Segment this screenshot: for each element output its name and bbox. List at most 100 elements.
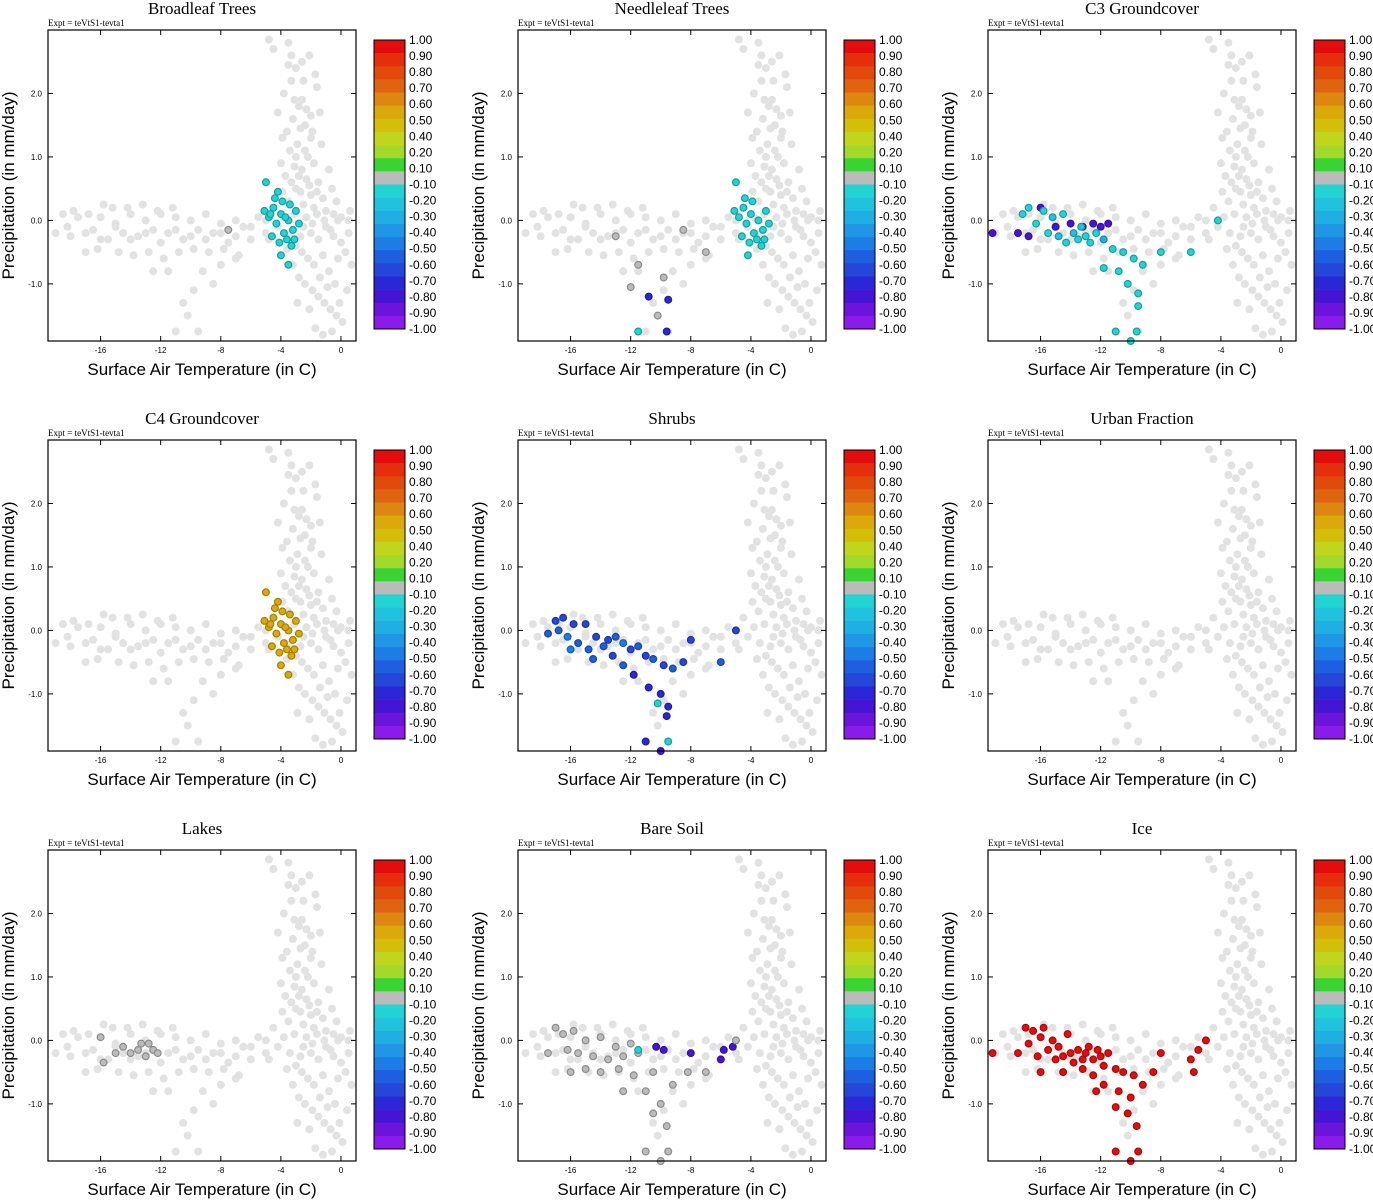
data-point [119, 1042, 128, 1051]
background-point [1009, 1026, 1018, 1035]
background-point [164, 229, 173, 238]
background-point [752, 537, 761, 546]
background-point [347, 1080, 356, 1089]
data-point [1114, 1087, 1123, 1096]
background-point [686, 629, 695, 638]
colorbar-segment [374, 699, 405, 714]
background-point [574, 1055, 583, 1064]
background-point [1209, 865, 1218, 873]
background-point [1283, 696, 1291, 705]
background-point [743, 928, 752, 937]
background-point [288, 524, 297, 533]
colorbar-segment [1314, 873, 1345, 887]
background-point [328, 594, 336, 603]
data-point [569, 1026, 578, 1035]
background-point [811, 248, 820, 257]
colorbar-label: -0.80 [409, 700, 437, 714]
colorbar-segment [844, 118, 875, 133]
background-point [278, 133, 287, 142]
background-point [1201, 1049, 1210, 1058]
x-tick-label: -16 [95, 756, 107, 765]
background-point [775, 51, 784, 60]
background-point [761, 474, 770, 483]
background-point [1069, 251, 1078, 260]
data-point [1156, 248, 1165, 257]
background-point [802, 1017, 811, 1026]
background-point [776, 111, 785, 120]
panel-title: Broadleaf Trees [148, 0, 256, 18]
y-tick-label: -1.0 [498, 1100, 512, 1109]
background-point [81, 229, 90, 238]
background-point [536, 1052, 545, 1061]
data-point [291, 616, 300, 625]
background-point [1234, 1093, 1243, 1102]
background-point [766, 944, 775, 953]
background-point [757, 871, 766, 880]
background-point [159, 254, 168, 263]
background-point [338, 1138, 347, 1146]
background-point [781, 480, 790, 489]
background-point [314, 1112, 323, 1121]
background-point [1274, 626, 1282, 635]
background-point [291, 884, 300, 893]
background-point [317, 960, 326, 969]
background-point [814, 626, 823, 635]
colorbar-segment [374, 528, 405, 543]
y-tick-label: -1.0 [28, 280, 42, 289]
data-point [137, 1039, 146, 1048]
background-point [769, 896, 778, 905]
background-point [790, 216, 799, 225]
background-point [748, 543, 757, 552]
colorbar-segment [844, 647, 875, 661]
background-point [760, 982, 769, 991]
background-point [305, 181, 314, 190]
background-point [761, 64, 770, 73]
background-point [776, 601, 785, 609]
background-point [329, 620, 338, 629]
colorbar-label: 0.20 [409, 965, 433, 979]
background-point [749, 623, 758, 632]
background-point [1234, 273, 1243, 282]
background-point [1236, 1052, 1245, 1061]
data-point [273, 187, 282, 196]
colorbar-label: 0.70 [409, 491, 433, 505]
background-point [299, 76, 308, 85]
background-point [186, 626, 195, 635]
background-point [752, 947, 761, 956]
background-point [1224, 38, 1233, 47]
background-point [231, 254, 240, 263]
background-point [799, 642, 808, 651]
background-point [796, 1125, 805, 1134]
background-point [1262, 616, 1270, 625]
background-point [709, 632, 718, 641]
background-points [991, 445, 1296, 749]
background-point [318, 740, 327, 749]
background-point [338, 318, 347, 326]
background-point [758, 260, 767, 269]
background-point [332, 311, 341, 320]
colorbar-label: -0.50 [409, 1062, 437, 1076]
colorbar-segment [844, 725, 875, 740]
background-point [300, 146, 309, 155]
data-point [662, 327, 671, 336]
background-point [778, 127, 787, 136]
data-point [1024, 232, 1033, 241]
colorbar-segment [1314, 860, 1345, 874]
data-point [634, 260, 643, 269]
background-point [264, 445, 273, 454]
background-point [1242, 1033, 1251, 1042]
background-point [795, 1087, 803, 1096]
data-point [1013, 1049, 1022, 1058]
background-point [1231, 651, 1240, 660]
background-point [323, 283, 332, 292]
background-point [671, 620, 680, 629]
background-point [1224, 1017, 1233, 1026]
background-point [288, 1080, 297, 1089]
background-point [282, 537, 291, 546]
background-point [782, 1007, 791, 1016]
background-point [764, 1093, 773, 1102]
background-point [551, 229, 560, 238]
background-point [731, 229, 740, 238]
background-point [1277, 1058, 1285, 1067]
